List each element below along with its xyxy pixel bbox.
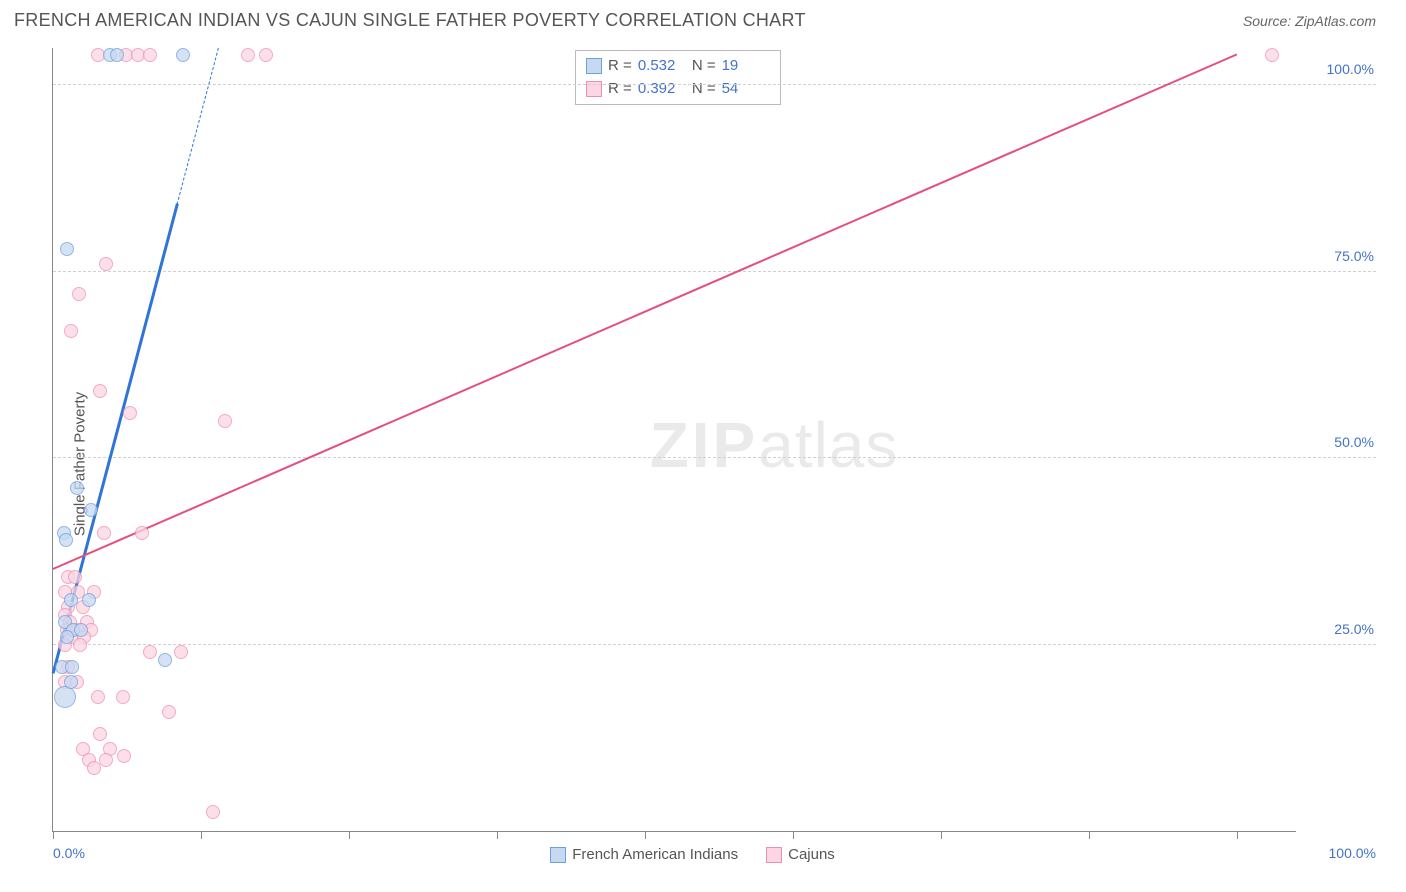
- x-tick: [497, 831, 498, 839]
- y-tick-label: 100.0%: [1327, 61, 1374, 77]
- data-point: [123, 406, 137, 420]
- data-point: [87, 761, 101, 775]
- trend-line-dash-french_american_indians: [177, 47, 219, 204]
- data-point: [60, 630, 74, 644]
- data-point: [1265, 48, 1279, 62]
- legend-label: French American Indians: [572, 846, 738, 863]
- data-point: [99, 753, 113, 767]
- data-point: [110, 48, 124, 62]
- data-point: [116, 690, 130, 704]
- data-point: [74, 623, 88, 637]
- n-value: 54: [722, 78, 770, 101]
- r-value: 0.532: [638, 55, 686, 78]
- data-point: [174, 645, 188, 659]
- gridline: [53, 644, 1376, 645]
- x-tick: [349, 831, 350, 839]
- gridline: [53, 457, 1376, 458]
- gridline: [53, 84, 1376, 85]
- watermark-rest: atlas: [758, 409, 898, 481]
- r-label: R =: [608, 78, 632, 101]
- x-tick-label: 100.0%: [1329, 845, 1376, 861]
- stats-row: R = 0.532 N = 19: [586, 55, 770, 78]
- legend-swatch: [586, 58, 602, 74]
- chart-header: FRENCH AMERICAN INDIAN VS CAJUN SINGLE F…: [0, 0, 1406, 37]
- stats-row: R = 0.392 N = 54: [586, 78, 770, 101]
- data-point: [241, 48, 255, 62]
- data-point: [143, 48, 157, 62]
- data-point: [84, 503, 98, 517]
- data-point: [93, 384, 107, 398]
- source-name: ZipAtlas.com: [1295, 13, 1376, 29]
- n-label: N =: [692, 78, 716, 101]
- trend-line-cajuns: [53, 53, 1238, 570]
- data-point: [135, 526, 149, 540]
- data-point: [60, 242, 74, 256]
- chart-area: Single Father Poverty ZIPatlas R =0.532N…: [14, 48, 1376, 880]
- legend-item: French American Indians: [550, 846, 738, 863]
- data-point: [82, 593, 96, 607]
- data-point: [176, 48, 190, 62]
- data-point: [65, 660, 79, 674]
- n-value: 19: [722, 55, 770, 78]
- data-point: [64, 324, 78, 338]
- x-tick: [53, 831, 54, 839]
- data-point: [117, 749, 131, 763]
- r-label: R =: [608, 55, 632, 78]
- data-point: [158, 653, 172, 667]
- y-tick-label: 75.0%: [1334, 248, 1374, 264]
- r-value: 0.392: [638, 78, 686, 101]
- plot-region: ZIPatlas R =0.532N = 19R =0.392N = 54 Fr…: [52, 48, 1296, 832]
- x-tick: [941, 831, 942, 839]
- gridline: [53, 271, 1376, 272]
- chart-source: Source: ZipAtlas.com: [1243, 13, 1376, 29]
- legend-swatch: [550, 847, 566, 863]
- legend-swatch: [586, 81, 602, 97]
- data-point: [91, 690, 105, 704]
- data-point: [64, 675, 78, 689]
- legend-swatch: [766, 847, 782, 863]
- data-point: [99, 257, 113, 271]
- data-point: [59, 533, 73, 547]
- data-point: [259, 48, 273, 62]
- data-point: [143, 645, 157, 659]
- x-tick: [201, 831, 202, 839]
- data-point: [70, 481, 84, 495]
- data-point: [162, 705, 176, 719]
- watermark: ZIPatlas: [650, 408, 899, 482]
- x-tick: [793, 831, 794, 839]
- x-tick: [1237, 831, 1238, 839]
- data-point: [97, 526, 111, 540]
- n-label: N =: [692, 55, 716, 78]
- chart-title: FRENCH AMERICAN INDIAN VS CAJUN SINGLE F…: [14, 10, 806, 31]
- data-point: [64, 593, 78, 607]
- x-tick-label: 0.0%: [53, 845, 85, 861]
- y-tick-label: 50.0%: [1334, 434, 1374, 450]
- stats-box: R = 0.532 N = 19 R = 0.392 N = 54: [575, 50, 781, 105]
- legend-label: Cajuns: [788, 846, 835, 863]
- data-point: [206, 805, 220, 819]
- data-point: [218, 414, 232, 428]
- data-point: [54, 686, 76, 708]
- chart-legend: French American Indians Cajuns: [550, 846, 835, 863]
- source-prefix: Source:: [1243, 13, 1295, 29]
- y-tick-label: 25.0%: [1334, 621, 1374, 637]
- x-tick: [1089, 831, 1090, 839]
- data-point: [68, 570, 82, 584]
- legend-item: Cajuns: [766, 846, 835, 863]
- x-tick: [645, 831, 646, 839]
- data-point: [72, 287, 86, 301]
- watermark-zip: ZIP: [650, 409, 759, 481]
- data-point: [73, 638, 87, 652]
- data-point: [93, 727, 107, 741]
